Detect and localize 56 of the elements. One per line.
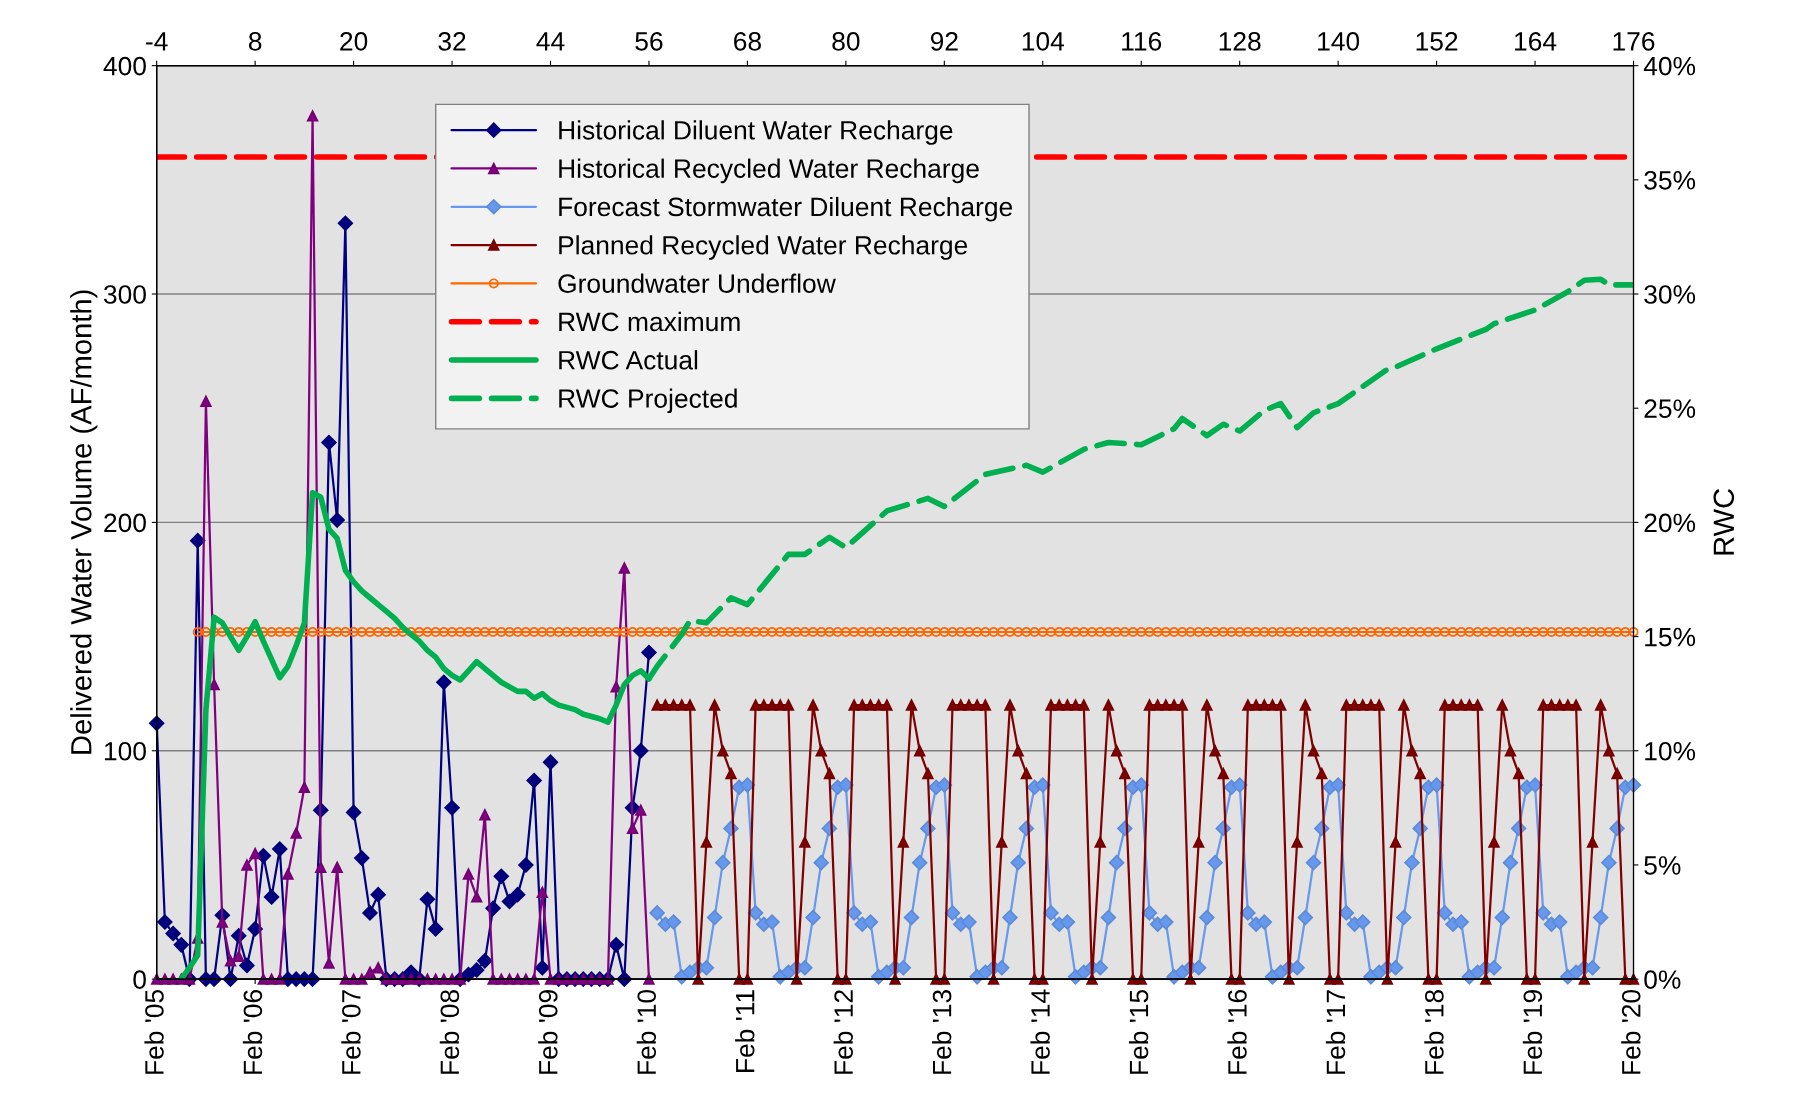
y2-tick-label: 10% — [1645, 741, 1696, 761]
legend-label: Groundwater Underflow — [558, 273, 836, 293]
y2-tick-label: 40% — [1643, 56, 1696, 76]
y2-tick-label: 15% — [1645, 627, 1696, 647]
x2-tick-label: 128 — [1219, 32, 1261, 51]
legend-label: Historical Recycled Water Recharge — [559, 158, 979, 184]
y2-tick-label: 5% — [1644, 856, 1681, 875]
x-tick-label: Feb '06 — [242, 990, 263, 1074]
x-tick-label: Feb '05 — [144, 989, 164, 1074]
x-tick-label: Feb '10 — [636, 989, 657, 1074]
y2-axis-title: RWC — [1713, 488, 1735, 555]
x-tick-label: Feb '13 — [932, 990, 952, 1074]
x2-tick-label: 44 — [536, 32, 565, 51]
y-tick-label: 400 — [103, 56, 146, 76]
legend-label: Planned Recycled Water Recharge — [559, 235, 968, 260]
x-tick-label: Feb '17 — [1325, 990, 1346, 1074]
x-tick-label: Feb '12 — [833, 990, 853, 1074]
x2-tick-label: 56 — [635, 32, 663, 51]
y2-tick-label: 35% — [1644, 170, 1696, 190]
x-tick-label: Feb '11 — [735, 990, 755, 1072]
x-tick-label: Feb '14 — [1030, 989, 1050, 1074]
legend-label: RWC Projected — [559, 388, 737, 414]
x2-tick-label: 92 — [930, 32, 958, 51]
legend-label: Forecast Stormwater Diluent Recharge — [559, 196, 1013, 222]
y-tick-label: 200 — [104, 513, 146, 533]
x-tick-label: Feb '20 — [1621, 989, 1641, 1074]
x-tick-label: Feb '09 — [538, 990, 558, 1074]
x-tick-label: Feb '07 — [341, 990, 361, 1074]
x-tick-label: Feb '19 — [1522, 990, 1543, 1074]
x2-tick-label: 68 — [734, 32, 761, 51]
x2-tick-label: 80 — [832, 32, 860, 51]
y-tick-label: 0 — [133, 970, 146, 989]
y-axis-title: Delivered Water Volume (AF/month) — [70, 290, 98, 754]
y2-tick-label: 20% — [1644, 513, 1696, 533]
x2-tick-label: 176 — [1613, 32, 1655, 51]
x2-tick-label: 152 — [1416, 32, 1458, 51]
x2-tick-label: 20 — [340, 32, 368, 51]
legend-label: Historical Diluent Water Recharge — [559, 120, 953, 145]
y-tick-label: 300 — [103, 285, 146, 304]
x2-tick-label: 8 — [248, 32, 262, 51]
x-tick-label: Feb '18 — [1424, 989, 1444, 1074]
x2-tick-label: 104 — [1022, 32, 1065, 51]
y2-tick-label: 25% — [1644, 399, 1696, 419]
x-tick-label: Feb '16 — [1227, 990, 1247, 1074]
x2-tick-label: 116 — [1122, 32, 1162, 51]
legend-label: RWC maximum — [559, 311, 740, 332]
y2-tick-label: 30% — [1644, 285, 1696, 304]
y-tick-label: 100 — [104, 741, 146, 761]
y2-tick-label: 0% — [1644, 970, 1681, 989]
x-tick-label: Feb '08 — [439, 989, 460, 1074]
x2-tick-label: 32 — [438, 32, 466, 51]
x2-tick-label: 140 — [1318, 32, 1360, 51]
x2-tick-label: 164 — [1515, 32, 1557, 51]
legend-label: RWC Actual — [559, 350, 698, 370]
x2-tick-label: -4 — [146, 32, 168, 51]
x-tick-label: Feb '15 — [1128, 989, 1149, 1074]
